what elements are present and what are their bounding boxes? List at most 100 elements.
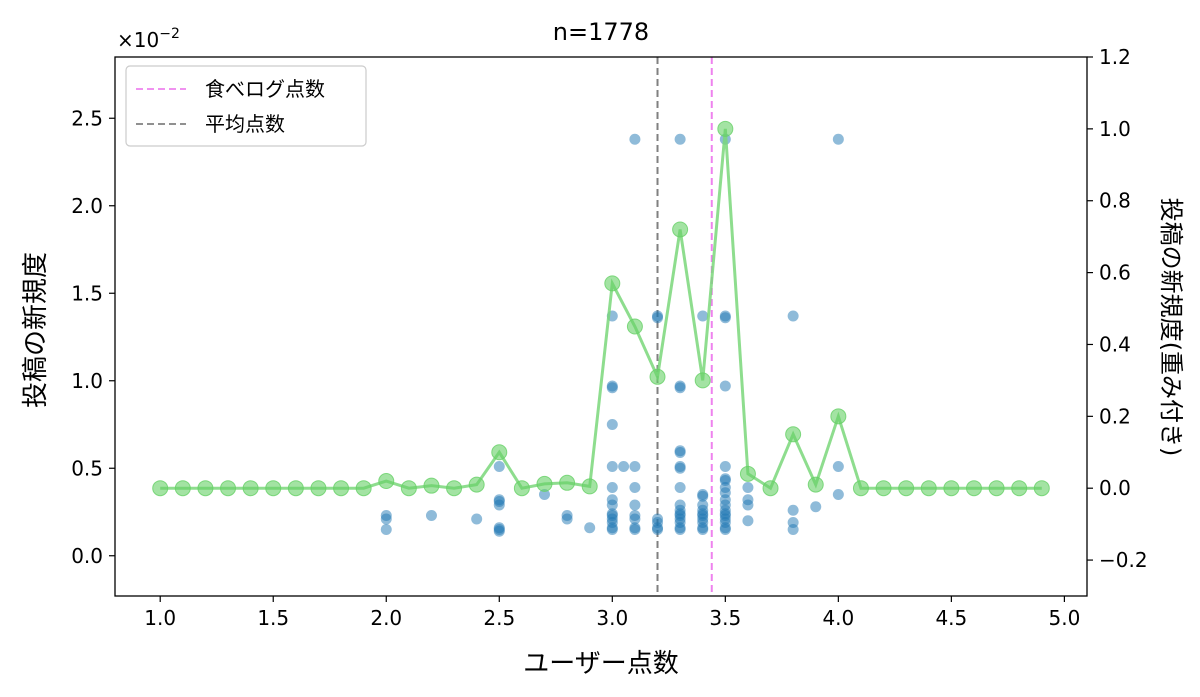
x-tick-label-7: 4.5: [935, 606, 967, 630]
scatter-series: [380, 133, 844, 537]
weighted-point-30: [830, 408, 847, 425]
y-right-axis-label: 投稿の新規度(重み付き): [1157, 198, 1185, 457]
weighted-point-24: [694, 372, 711, 389]
scatter-point-49: [674, 447, 686, 458]
x-tick-label-3: 2.5: [483, 606, 515, 630]
weighted-point-12: [423, 477, 440, 494]
y-left-axis-ticks: 0.0 0.5 1.0 1.5 2.0 2.5: [71, 106, 115, 568]
weighted-point-21: [626, 318, 643, 335]
scatter-point-34: [629, 499, 641, 511]
y-left-tick-label-2: 1.0: [71, 369, 103, 393]
scatter-point-100: [832, 461, 844, 472]
weighted-point-10: [378, 473, 395, 490]
weighted-point-18: [559, 474, 576, 491]
x-axis-label: ユーザー点数: [523, 649, 678, 679]
weighted-point-14: [468, 476, 485, 493]
weighted-point-6: [287, 480, 304, 497]
weighted-point-19: [581, 478, 598, 495]
scatter-point-75: [719, 380, 731, 392]
scatter-point-38: [629, 524, 641, 535]
scatter-point-29: [606, 524, 618, 535]
scatter-point-31: [629, 133, 641, 145]
x-tick-label-0: 1.0: [144, 606, 176, 630]
plot-frame: [114, 56, 1088, 597]
scatter-point-3: [425, 510, 437, 521]
left-axis-multiplier: ×10−2: [117, 26, 180, 52]
weighted-point-11: [400, 480, 417, 497]
scatter-point-32: [629, 461, 641, 472]
scatter-point-12: [538, 489, 550, 500]
weighted-point-1: [174, 480, 191, 497]
scatter-point-99: [832, 133, 844, 145]
weighted-point-13: [446, 480, 463, 497]
scatter-point-11: [493, 525, 505, 537]
scatter-point-30: [618, 461, 630, 472]
weighted-point-0: [152, 480, 169, 497]
y-left-tick-label-0: 0.0: [71, 544, 103, 568]
reference-lines: [656, 57, 713, 596]
y-left-tick-label-4: 2.0: [71, 194, 103, 218]
scatter-point-36: [629, 513, 641, 525]
scatter-point-61: [697, 310, 709, 322]
weighted-point-17: [536, 475, 553, 492]
weighted-point-5: [265, 480, 282, 497]
scatter-point-33: [629, 482, 641, 493]
scatter-point-44: [652, 524, 664, 535]
scatter-point-51: [674, 462, 686, 474]
weighted-point-16: [513, 480, 530, 497]
scatter-point-95: [787, 504, 799, 516]
weighted-line-series: [152, 120, 1050, 497]
x-tick-label-8: 5.0: [1048, 606, 1080, 630]
weighted-point-35: [943, 480, 960, 497]
weighted-point-36: [965, 480, 982, 497]
scatter-point-21: [606, 482, 618, 493]
scatter-point-8: [493, 496, 505, 507]
weighted-point-28: [785, 426, 802, 443]
chart-title: n=1778: [553, 18, 649, 46]
weighted-line: [160, 128, 1042, 491]
y-right-tick-label-1: 0.0: [1099, 476, 1131, 500]
weighted-point-32: [875, 480, 892, 497]
scatter-point-60: [674, 524, 686, 535]
y-right-tick-label-3: 0.4: [1099, 332, 1131, 356]
y-right-tick-label-0: −0.2: [1099, 548, 1148, 572]
scatter-point-2: [380, 524, 392, 535]
scatter-point-5: [493, 461, 505, 472]
x-tick-label-4: 3.0: [596, 606, 628, 630]
multiplier-base: ×10: [117, 28, 159, 52]
scatter-point-40: [652, 312, 664, 324]
scatter-point-15: [584, 522, 596, 534]
y-right-tick-label-7: 1.2: [1099, 45, 1131, 69]
scatter-point-97: [787, 524, 799, 535]
weighted-point-3: [220, 480, 237, 497]
y-left-tick-label-5: 2.5: [71, 106, 103, 130]
scatter-point-18: [606, 382, 618, 394]
y-right-tick-label-2: 0.2: [1099, 404, 1131, 428]
y-right-tick-label-6: 1.0: [1099, 117, 1131, 141]
weighted-point-4: [242, 480, 259, 497]
weighted-point-2: [197, 480, 214, 497]
scatter-point-14: [561, 513, 573, 525]
weighted-point-39: [1033, 480, 1050, 497]
x-axis-ticks: 1.0 1.5 2.0 2.5 3.0 3.5 4.0 4.5 5.0: [144, 596, 1080, 630]
weighted-point-9: [355, 480, 372, 497]
legend: 食べログ点数 平均点数: [125, 65, 367, 147]
scatter-point-94: [787, 310, 799, 322]
weighted-point-8: [333, 480, 350, 497]
scatter-point-90: [742, 482, 754, 493]
weighted-point-7: [310, 480, 327, 497]
weighted-point-33: [898, 480, 915, 497]
weighted-point-15: [491, 444, 508, 461]
weighted-point-34: [920, 480, 937, 497]
scatter-point-89: [719, 524, 731, 535]
weighted-point-38: [1011, 480, 1028, 497]
scatter-point-92: [742, 499, 754, 511]
scatter-point-23: [606, 499, 618, 511]
weighted-point-37: [988, 480, 1005, 497]
y-right-axis-ticks: −0.2 0.0 0.2 0.4 0.6 0.8 1.0 1.2: [1087, 45, 1148, 572]
weighted-point-22: [649, 368, 666, 385]
x-tick-label-6: 4.0: [822, 606, 854, 630]
scatter-point-45: [674, 133, 686, 145]
scatter-point-101: [832, 489, 844, 500]
